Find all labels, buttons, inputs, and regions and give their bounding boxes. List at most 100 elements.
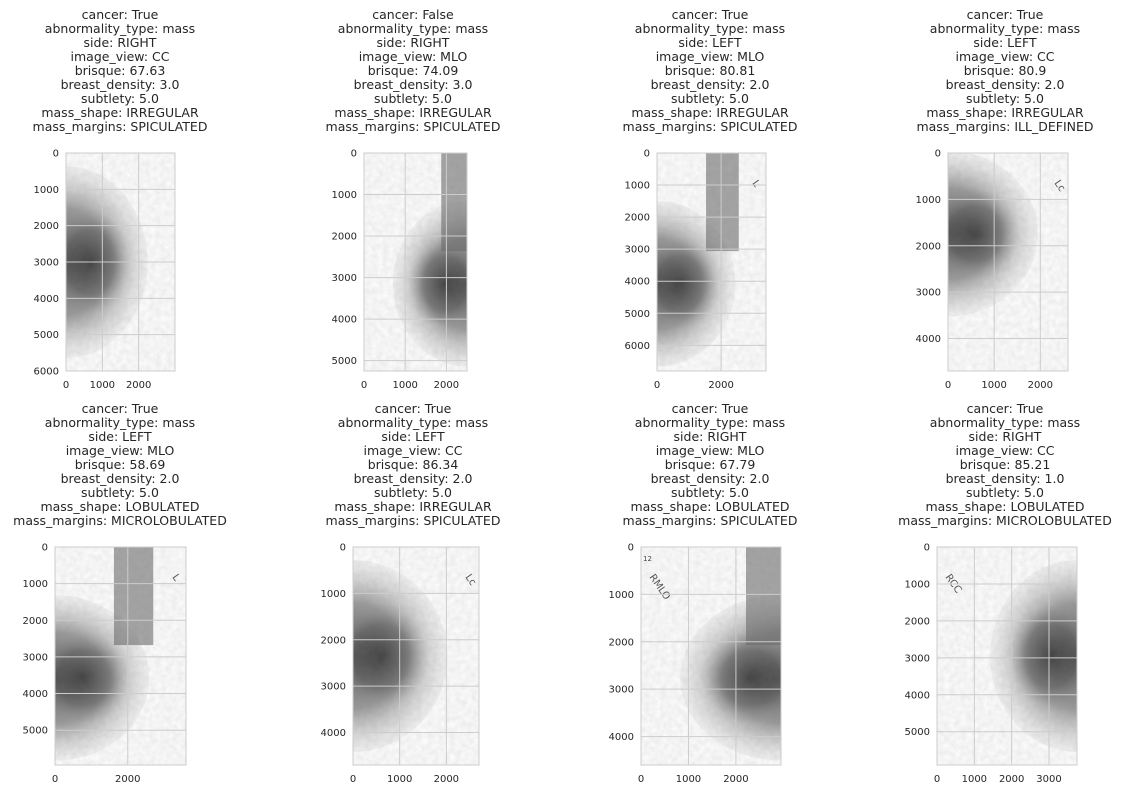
mammogram-image: Lc <box>353 547 479 765</box>
title-line: mass_shape: LOBULATED <box>630 499 790 514</box>
film-marker-label: L <box>170 572 182 583</box>
title-line: brisque: 67.79 <box>664 457 756 472</box>
y-tick-label: 2000 <box>23 616 48 627</box>
title-line: mass_margins: SPICULATED <box>325 513 501 528</box>
y-tick-label: 5000 <box>34 330 59 341</box>
title-line: side: RIGHT <box>83 35 157 50</box>
y-tick-label: 4000 <box>321 728 346 739</box>
title-line: abnormality_type: mass <box>929 415 1081 430</box>
y-tick-label: 0 <box>924 543 930 554</box>
film-marker-label: Lc <box>1052 178 1067 193</box>
x-tick-label: 1000 <box>676 774 701 785</box>
y-tick-label: 5000 <box>23 726 48 737</box>
title-line: side: LEFT <box>381 429 445 444</box>
x-tick-label: 0 <box>945 380 951 391</box>
title-line: mass_shape: IRREGULAR <box>631 105 789 120</box>
y-tick-label: 2000 <box>905 616 930 627</box>
axes-frame <box>54 546 187 766</box>
title-line: image_view: MLO <box>655 49 765 64</box>
texture <box>937 547 1077 765</box>
title-line: mass_shape: IRREGULAR <box>926 105 1084 120</box>
title-line: mass_margins: SPICULATED <box>325 119 501 134</box>
axes-frame <box>65 152 176 372</box>
x-tick-label: 0 <box>52 774 58 785</box>
title-line: breast_density: 2.0 <box>650 471 770 486</box>
title-line: abnormality_type: mass <box>929 21 1081 36</box>
axes-frame <box>656 152 767 372</box>
y-tick-label: 3000 <box>34 258 59 269</box>
title-line: abnormality_type: mass <box>337 415 489 430</box>
title-line: mass_shape: IRREGULAR <box>334 499 492 514</box>
title-line: mass_shape: IRREGULAR <box>334 105 492 120</box>
title-line: image_view: CC <box>955 49 1055 64</box>
y-tick-label: 3000 <box>23 652 48 663</box>
y-tick-label: 4000 <box>609 732 634 743</box>
x-tick-label: 2000 <box>708 380 733 391</box>
panel-title: cancer: True abnormality_type: mass side: … <box>0 402 240 528</box>
y-tick-label: 0 <box>644 149 650 160</box>
title-line: brisque: 80.81 <box>664 63 756 78</box>
title-line: image_view: CC <box>363 443 463 458</box>
title-line: breast_density: 2.0 <box>945 77 1065 92</box>
title-line: brisque: 58.69 <box>74 457 166 472</box>
pectoral-muscle <box>113 547 154 646</box>
title-line: cancer: True <box>374 401 452 416</box>
mammogram-image <box>364 153 467 371</box>
title-line: brisque: 86.34 <box>367 457 459 472</box>
title-line: subtlety: 5.0 <box>966 91 1044 106</box>
title-line: brisque: 74.09 <box>367 63 459 78</box>
axes-frame <box>352 546 480 766</box>
y-tick-label: 1000 <box>23 579 48 590</box>
film-marker-label: Lc <box>463 572 478 587</box>
x-tick-label: 1000 <box>981 380 1006 391</box>
title-line: cancer: True <box>966 7 1044 22</box>
y-tick-label: 4000 <box>34 294 59 305</box>
y-tick-label: 1000 <box>905 579 930 590</box>
title-line: brisque: 67.63 <box>74 63 166 78</box>
title-line: abnormality_type: mass <box>634 21 786 36</box>
title-line: brisque: 85.21 <box>959 457 1051 472</box>
x-tick-label: 1000 <box>962 774 987 785</box>
texture <box>948 153 1068 371</box>
y-tick-label: 1000 <box>34 185 59 196</box>
axes-frame <box>363 152 468 372</box>
title-line: side: LEFT <box>678 35 742 50</box>
x-tick-label: 2000 <box>115 774 140 785</box>
x-tick-label: 2000 <box>723 774 748 785</box>
film-marker-number: 12 <box>643 555 652 563</box>
mammogram-image: RCC <box>937 547 1077 765</box>
y-tick-label: 0 <box>53 149 59 160</box>
y-tick-label: 3000 <box>609 685 634 696</box>
axes-frame <box>947 152 1069 372</box>
title-line: breast_density: 2.0 <box>60 471 180 486</box>
panel-axes: 0 1000 2000 0 1000 2000 3000 4000 5000 <box>332 149 468 391</box>
title-line: image_view: MLO <box>655 443 765 458</box>
y-tick-label: 2000 <box>609 637 634 648</box>
y-tick-label: 2000 <box>332 232 357 243</box>
title-line: mass_margins: SPICULATED <box>32 119 208 134</box>
title-line: breast_density: 1.0 <box>945 471 1065 486</box>
y-tick-label: 3000 <box>905 653 930 664</box>
title-line: subtlety: 5.0 <box>374 485 452 500</box>
y-tick-label: 3000 <box>332 273 357 284</box>
panel-axes: L 0 2000 0 1000 2000 3000 4000 5000 6000 <box>625 149 767 391</box>
panel-title: cancer: True abnormality_type: mass side: … <box>885 402 1125 528</box>
panel-axes: Lc 0 1000 2000 0 1000 2000 3000 4000 <box>321 543 480 785</box>
x-tick-label: 1000 <box>387 774 412 785</box>
y-tick-label: 1000 <box>321 589 346 600</box>
x-tick-label: 0 <box>638 774 644 785</box>
panel-title: cancer: True abnormality_type: mass side: … <box>293 402 533 528</box>
y-tick-label: 4000 <box>332 315 357 326</box>
y-tick-label: 3000 <box>916 288 941 299</box>
title-line: mass_margins: SPICULATED <box>622 119 798 134</box>
y-tick-label: 4000 <box>23 689 48 700</box>
title-line: subtlety: 5.0 <box>671 485 749 500</box>
x-tick-label: 2000 <box>1028 380 1053 391</box>
title-line: abnormality_type: mass <box>634 415 786 430</box>
title-line: mass_margins: SPICULATED <box>622 513 798 528</box>
title-line: side: LEFT <box>88 429 152 444</box>
title-line: side: RIGHT <box>968 429 1042 444</box>
